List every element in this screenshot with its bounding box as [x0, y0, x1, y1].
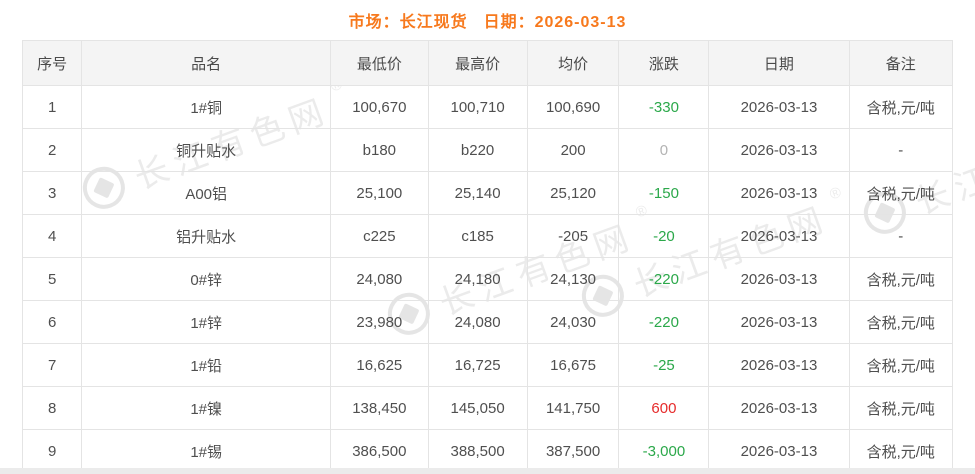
cell-date: 2026-03-13: [708, 214, 850, 258]
cell-highest-price: 24,080: [427, 300, 528, 344]
cell-change: -3,000: [618, 429, 710, 473]
market-title: 市场：长江现货: [348, 14, 468, 31]
cell-remark: 含税,元/吨: [848, 343, 953, 387]
cell-highest-price: 100,710: [427, 85, 528, 129]
table-row: 4 铝升贴水 c225 c185 -205 -20 2026-03-13 -: [21, 214, 953, 258]
column-header-product: 品名: [81, 40, 332, 86]
cell-average-price: 200: [526, 128, 620, 172]
cell-change: -220: [618, 257, 710, 301]
cell-product-name: 1#铜: [81, 85, 332, 129]
cell-index: 7: [21, 343, 83, 387]
price-table: 序号 品名 最低价 最高价 均价 涨跌 日期 备注 1 1#铜 100,670 100,710…: [21, 40, 953, 473]
cell-product-name: 1#锌: [81, 300, 332, 344]
column-header-index: 序号: [21, 40, 83, 86]
cell-highest-price: 24,180: [427, 257, 528, 301]
cell-index: 6: [21, 300, 83, 344]
table-row: 6 1#锌 23,980 24,080 24,030 -220 2026-03-…: [21, 300, 953, 344]
cell-highest-price: b220: [427, 128, 528, 172]
cell-index: 3: [21, 171, 83, 215]
cell-date: 2026-03-13: [708, 128, 850, 172]
cell-change: 600: [618, 386, 710, 430]
cell-highest-price: 25,140: [427, 171, 528, 215]
cell-date: 2026-03-13: [708, 343, 850, 387]
cell-highest-price: c185: [427, 214, 528, 258]
cell-lowest-price: 100,670: [330, 85, 429, 129]
date-title: 日期：2026-03-13: [483, 14, 627, 31]
table-row: 8 1#镍 138,450 145,050 141,750 600 2026-0…: [21, 386, 953, 430]
cell-date: 2026-03-13: [708, 386, 850, 430]
cell-index: 5: [21, 257, 83, 301]
table-row: 1 1#铜 100,670 100,710 100,690 -330 2026-…: [21, 85, 953, 129]
cell-lowest-price: c225: [330, 214, 429, 258]
table-row: 3 A00铝 25,100 25,140 25,120 -150 2026-03…: [21, 171, 953, 215]
cell-change: -330: [618, 85, 710, 129]
cell-average-price: 24,030: [526, 300, 620, 344]
cell-highest-price: 145,050: [427, 386, 528, 430]
cell-index: 4: [21, 214, 83, 258]
cell-lowest-price: 24,080: [330, 257, 429, 301]
column-header-average-price: 均价: [526, 40, 620, 86]
cell-remark: 含税,元/吨: [848, 257, 953, 301]
table-body: 1 1#铜 100,670 100,710 100,690 -330 2026-…: [21, 85, 953, 473]
table-row: 2 铜升贴水 b180 b220 200 0 2026-03-13 -: [21, 128, 953, 172]
cell-product-name: 0#锌: [81, 257, 332, 301]
column-header-lowest-price: 最低价: [330, 40, 429, 86]
cell-date: 2026-03-13: [708, 85, 850, 129]
cell-remark: 含税,元/吨: [848, 386, 953, 430]
cell-highest-price: 388,500: [427, 429, 528, 473]
cell-index: 1: [21, 85, 83, 129]
cell-change: -220: [618, 300, 710, 344]
column-header-remark: 备注: [848, 40, 953, 86]
cell-index: 8: [21, 386, 83, 430]
cell-index: 2: [21, 128, 83, 172]
cell-change: 0: [618, 128, 710, 172]
cell-lowest-price: 16,625: [330, 343, 429, 387]
cell-date: 2026-03-13: [708, 171, 850, 215]
cell-average-price: 16,675: [526, 343, 620, 387]
cell-remark: -: [848, 214, 953, 258]
cell-product-name: 铝升贴水: [81, 214, 332, 258]
column-header-highest-price: 最高价: [427, 40, 528, 86]
cell-lowest-price: b180: [330, 128, 429, 172]
cell-average-price: 387,500: [526, 429, 620, 473]
column-header-date: 日期: [708, 40, 850, 86]
column-header-change: 涨跌: [618, 40, 710, 86]
cell-change: -20: [618, 214, 710, 258]
cell-product-name: 1#镍: [81, 386, 332, 430]
cell-date: 2026-03-13: [708, 257, 850, 301]
cell-index: 9: [21, 429, 83, 473]
price-table-container: 序号 品名 最低价 最高价 均价 涨跌 日期 备注 1 1#铜 100,670 100,710…: [21, 40, 953, 473]
cell-change: -150: [618, 171, 710, 215]
cell-lowest-price: 25,100: [330, 171, 429, 215]
cell-product-name: A00铝: [81, 171, 332, 215]
cell-average-price: 100,690: [526, 85, 620, 129]
cell-remark: 含税,元/吨: [848, 300, 953, 344]
cell-average-price: 25,120: [526, 171, 620, 215]
cell-average-price: 141,750: [526, 386, 620, 430]
cell-highest-price: 16,725: [427, 343, 528, 387]
table-row: 5 0#锌 24,080 24,180 24,130 -220 2026-03-…: [21, 257, 953, 301]
cell-lowest-price: 386,500: [330, 429, 429, 473]
table-header-row: 序号 品名 最低价 最高价 均价 涨跌 日期 备注: [21, 40, 953, 86]
cell-average-price: 24,130: [526, 257, 620, 301]
table-row: 7 1#铅 16,625 16,725 16,675 -25 2026-03-1…: [21, 343, 953, 387]
cell-product-name: 1#锡: [81, 429, 332, 473]
cell-product-name: 1#铅: [81, 343, 332, 387]
cell-average-price: -205: [526, 214, 620, 258]
cell-change: -25: [618, 343, 710, 387]
cell-product-name: 铜升贴水: [81, 128, 332, 172]
table-row: 9 1#锡 386,500 388,500 387,500 -3,000 202…: [21, 429, 953, 473]
cell-date: 2026-03-13: [708, 429, 850, 473]
title-bar: 市场：长江现货 日期：2026-03-13: [0, 0, 975, 40]
cell-remark: 含税,元/吨: [848, 171, 953, 215]
bottom-strip: [0, 468, 975, 474]
cell-date: 2026-03-13: [708, 300, 850, 344]
cell-remark: 含税,元/吨: [848, 429, 953, 473]
cell-remark: -: [848, 128, 953, 172]
cell-lowest-price: 138,450: [330, 386, 429, 430]
cell-lowest-price: 23,980: [330, 300, 429, 344]
cell-remark: 含税,元/吨: [848, 85, 953, 129]
